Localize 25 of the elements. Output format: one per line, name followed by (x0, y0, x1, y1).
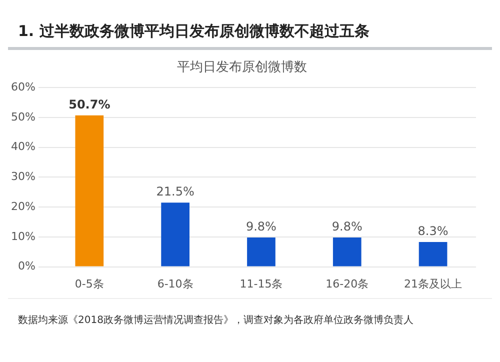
chart-subtitle: 平均日发布原创微博数 (177, 60, 307, 76)
data-label: 9.8% (332, 220, 362, 234)
chart-title: 1. 过半数政务微博平均日发布原创微博数不超过五条 (8, 8, 492, 50)
text: 数据均来源《2018政务微博运营情况调查报告》，调查对象为各政府单位政务微博负责人 (18, 314, 414, 327)
y-tick-label: 30% (10, 170, 36, 184)
y-tick-label: 0% (18, 260, 36, 273)
x-tick-label: 16-20条 (326, 277, 369, 290)
x-tick-label: 0-5条 (74, 277, 104, 290)
x-tick-label: 11-15条 (240, 277, 283, 290)
y-tick-label: 40% (10, 140, 36, 154)
data-label: 21.5% (156, 184, 194, 199)
data-label: 9.8% (246, 220, 276, 234)
bar (75, 115, 104, 266)
y-tick-label: 50% (10, 110, 36, 124)
y-tick-label: 60% (10, 80, 36, 94)
bar (247, 238, 276, 266)
data-label: 8.3% (418, 224, 448, 238)
x-tick-label: 21条及以上 (404, 277, 462, 290)
data-label: 50.7% (68, 98, 110, 112)
x-tick-label: 6-10条 (157, 277, 194, 290)
bar (332, 238, 362, 266)
bar (161, 202, 190, 266)
y-tick-label: 20% (10, 200, 36, 213)
y-tick-label: 10% (10, 230, 36, 243)
bar (418, 242, 448, 266)
